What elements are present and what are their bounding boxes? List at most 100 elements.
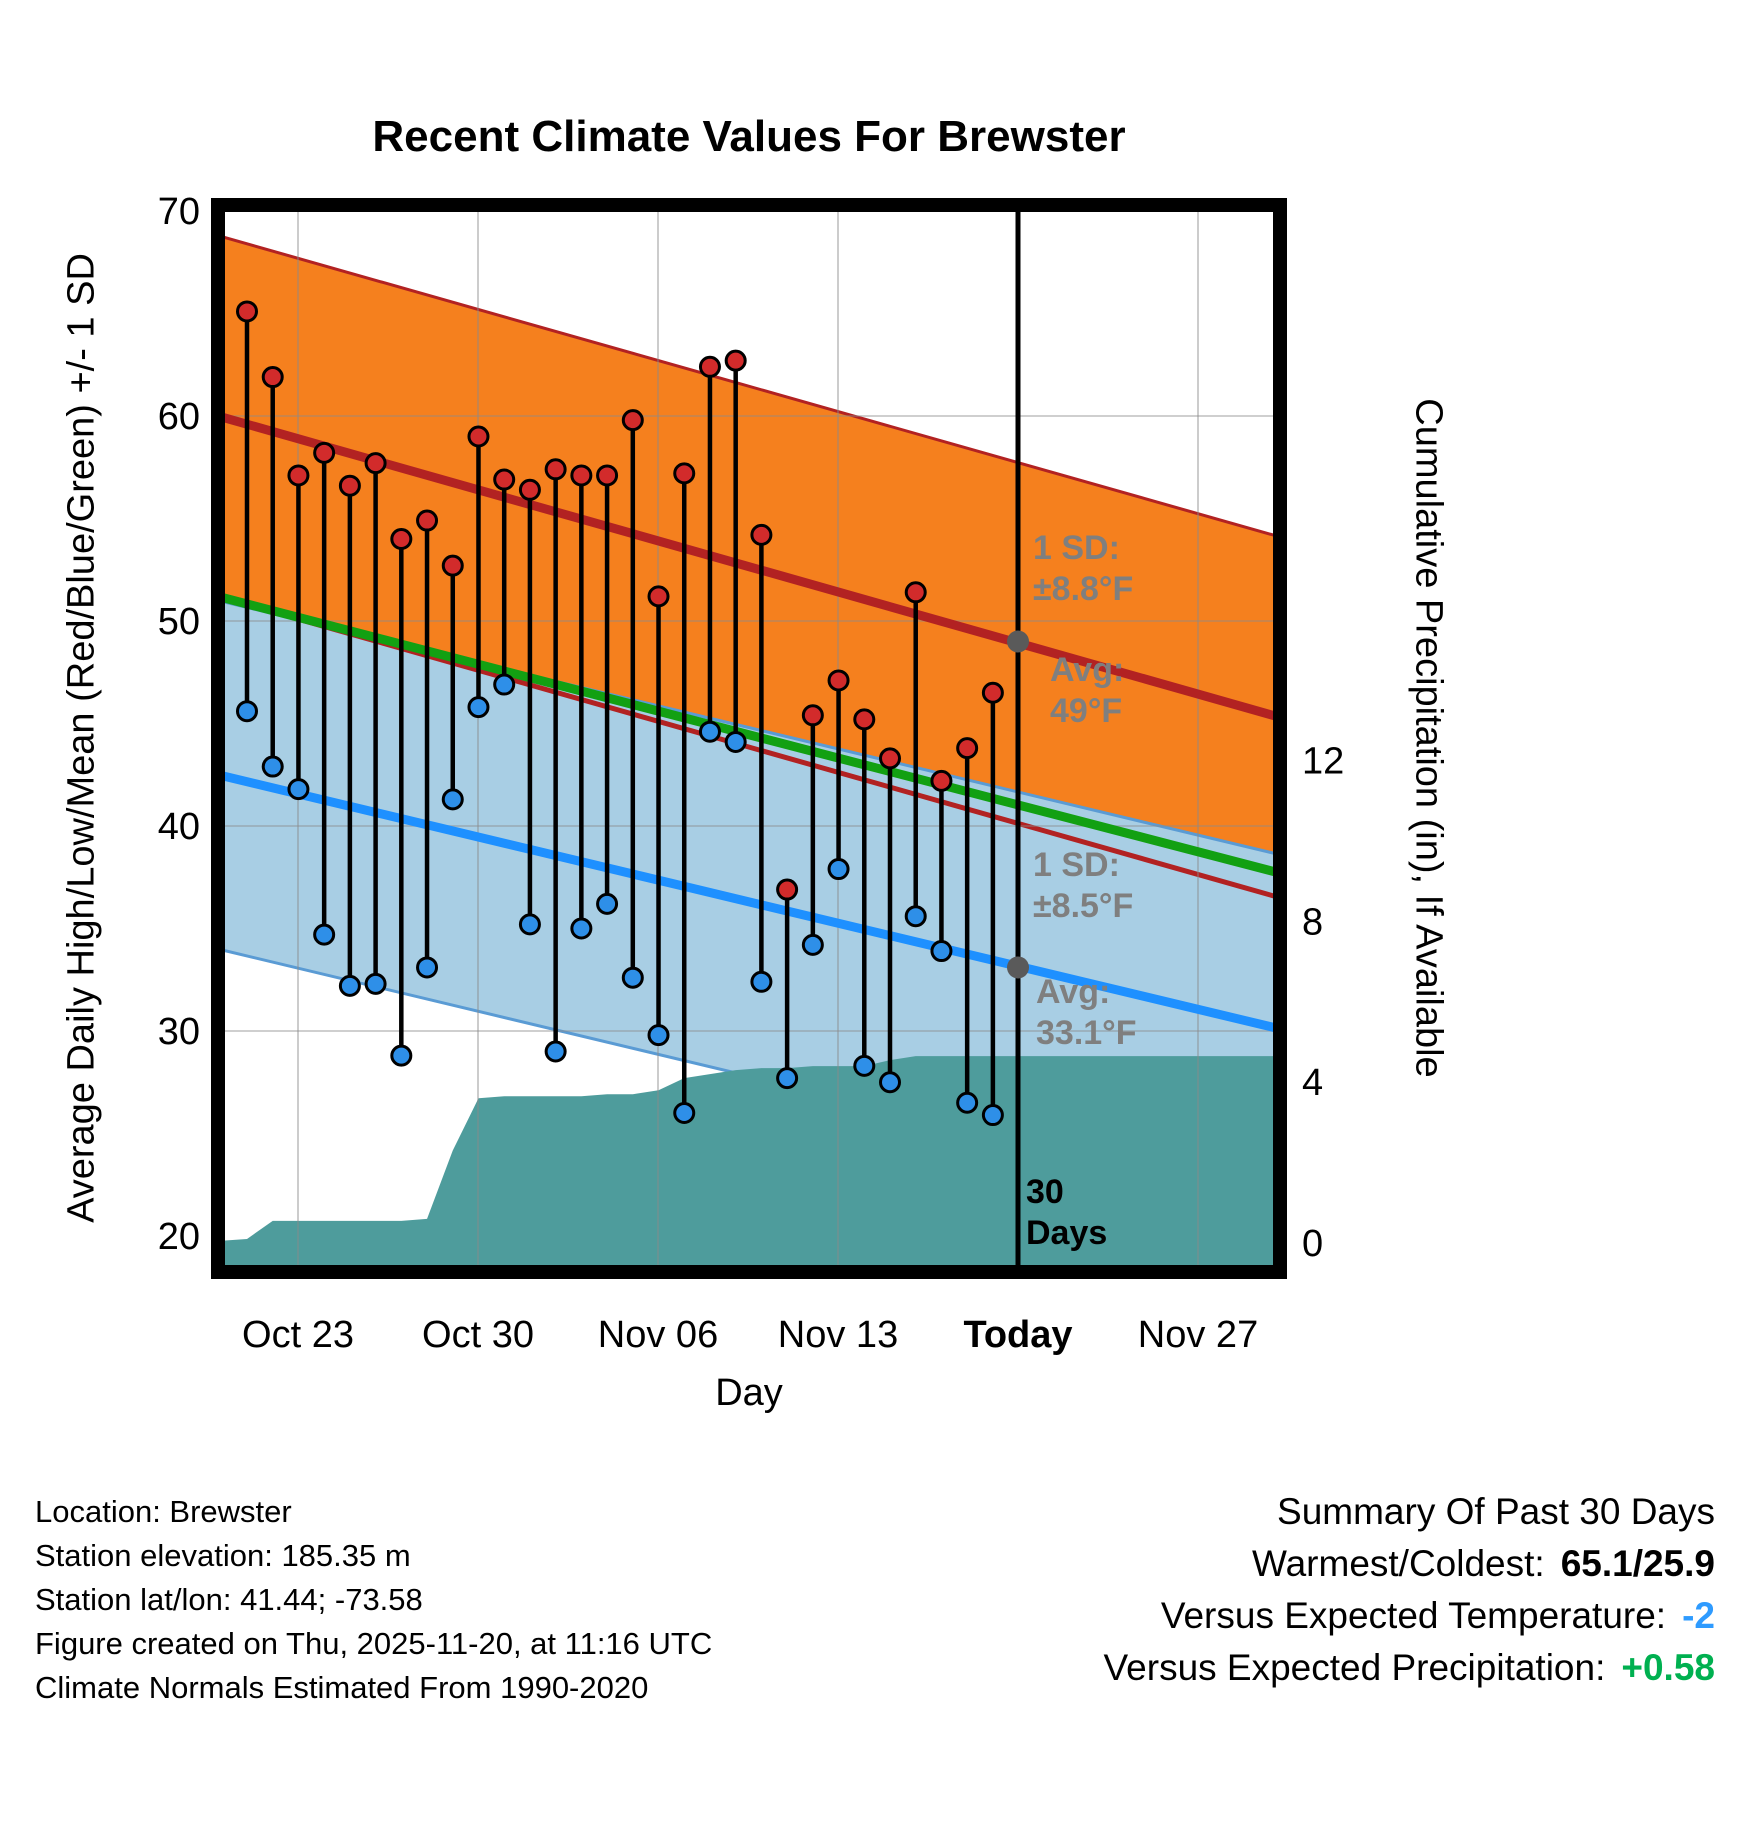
daily-high-dot (390, 528, 413, 550)
daily-low-dot (416, 956, 439, 979)
daily-high-dot (853, 708, 876, 731)
x-axis-tick-label: Oct 23 (242, 1314, 354, 1356)
low-avg-annotation: Avg: 33.1°F (1036, 972, 1137, 1054)
daily-high-dot (467, 425, 490, 448)
daily-low-dot (390, 1044, 413, 1067)
summary-row-vs-precipitation: Versus Expected Precipitation: +0.58 (1104, 1642, 1715, 1694)
daily-high-dot (261, 366, 284, 389)
daily-high-dot (930, 769, 953, 792)
right-axis-tick-label: 12 (1302, 741, 1344, 783)
daily-low-dot (261, 755, 284, 778)
today-low-avg-dot (1007, 956, 1029, 979)
daily-high-dot (750, 523, 773, 546)
window-days-line2: Days (1026, 1214, 1108, 1252)
low-avg-label: Avg: (1036, 973, 1111, 1011)
x-axis-tick-label: Today (963, 1314, 1072, 1356)
high-sd-annotation: 1 SD: ±8.8°F (1033, 528, 1133, 610)
station-elevation: Station elevation: 185.35 m (35, 1538, 411, 1573)
x-axis-tick-label: Nov 13 (778, 1314, 898, 1356)
daily-low-dot (750, 970, 773, 993)
daily-high-dot (981, 681, 1004, 704)
daily-high-dot (236, 300, 258, 323)
high-avg-label: Avg: (1050, 651, 1125, 689)
x-axis-tick-label: Nov 27 (1138, 1314, 1258, 1356)
avg-high-line (216, 411, 1282, 722)
daily-high-dot (879, 747, 901, 770)
cumulative-precip-area (218, 1056, 1280, 1265)
daily-high-dot (621, 409, 644, 432)
daily-low-dot (776, 1067, 799, 1090)
daily-low-dot (364, 972, 387, 995)
summary-value: 65.1/25.9 (1560, 1543, 1715, 1584)
daily-high-dot (287, 464, 310, 487)
summary-value: -2 (1682, 1595, 1715, 1636)
left-axis-tick-label: 40 (158, 806, 200, 848)
low-sd-annotation: 1 SD: ±8.5°F (1033, 845, 1133, 927)
daily-low-dot (930, 940, 953, 963)
left-axis-tick-label: 30 (158, 1011, 200, 1053)
window-days-line1: 30 (1026, 1173, 1064, 1211)
daily-low-dot (673, 1102, 696, 1124)
left-axis-tick-label: 70 (158, 191, 200, 233)
daily-high-dot (441, 554, 464, 577)
low-sd-label: 1 SD: (1033, 846, 1120, 884)
window-days-annotation: 30 Days (1026, 1172, 1107, 1254)
normals-note: Climate Normals Estimated From 1990-2020 (35, 1670, 649, 1705)
daily-high-dot (698, 355, 721, 378)
daily-high-dot (827, 669, 850, 692)
x-axis-tick-label: Nov 06 (598, 1314, 718, 1356)
right-axis-tick-label: 8 (1302, 901, 1323, 943)
daily-low-dot (313, 923, 336, 946)
high-avg-value: 49°F (1050, 692, 1123, 730)
daily-high-dot (416, 509, 439, 532)
daily-low-dot (236, 700, 258, 723)
daily-high-dot (313, 441, 336, 464)
station-info: Location: Brewster Station elevation: 18… (35, 1490, 712, 1710)
daily-low-dot (441, 788, 464, 811)
daily-low-dot (493, 673, 516, 696)
x-axis-tick-label: Oct 30 (422, 1314, 534, 1356)
avg-low-line (216, 770, 1282, 1034)
x-axis-title: Day (715, 1372, 783, 1414)
daily-high-dot (544, 458, 567, 481)
daily-low-dot (518, 913, 541, 936)
left-axis-tick-label: 20 (158, 1216, 200, 1258)
plot-border (211, 198, 1287, 1279)
daily-low-dot (467, 696, 490, 719)
daily-high-dot (776, 878, 799, 901)
daily-high-dot (493, 468, 516, 491)
station-location: Location: Brewster (35, 1494, 292, 1529)
daily-low-dot (904, 905, 927, 928)
daily-high-dot (904, 581, 927, 604)
summary-row-warmest-coldest: Warmest/Coldest: 65.1/25.9 (1104, 1538, 1715, 1590)
high-sd-value: ±8.8°F (1033, 570, 1134, 608)
low-avg-value: 33.1°F (1036, 1014, 1137, 1052)
right-axis-tick-label: 0 (1302, 1223, 1323, 1265)
right-axis-tick-label: 4 (1302, 1062, 1323, 1104)
daily-low-dot (853, 1054, 876, 1077)
left-axis-tick-label: 60 (158, 396, 200, 438)
low-sd-value: ±8.5°F (1033, 887, 1134, 925)
summary-row-vs-temperature: Versus Expected Temperature: -2 (1104, 1590, 1715, 1642)
summary-label: Versus Expected Temperature: (1160, 1595, 1667, 1636)
daily-low-dot (801, 933, 824, 956)
daily-low-dot (879, 1071, 901, 1094)
daily-low-dot (287, 778, 310, 801)
high-sd-label: 1 SD: (1033, 529, 1120, 567)
figure-created: Figure created on Thu, 2025-11-20, at 11… (35, 1626, 713, 1661)
station-latlon: Station lat/lon: 41.44; -73.58 (35, 1582, 423, 1617)
daily-low-dot (698, 720, 721, 743)
daily-high-dot (518, 478, 541, 501)
daily-low-dot (981, 1104, 1004, 1127)
daily-high-dot (338, 474, 361, 497)
daily-low-dot (647, 1024, 670, 1047)
summary-panel: Summary Of Past 30 Days Warmest/Coldest:… (1104, 1486, 1715, 1694)
summary-label: Versus Expected Precipitation: (1103, 1647, 1606, 1688)
high-avg-annotation: Avg: 49°F (1050, 650, 1124, 732)
daily-low-dot (956, 1091, 979, 1114)
left-axis-tick-label: 50 (158, 601, 200, 643)
today-high-avg-dot (1007, 630, 1029, 653)
daily-low-dot (570, 917, 593, 940)
daily-high-dot (673, 462, 696, 485)
